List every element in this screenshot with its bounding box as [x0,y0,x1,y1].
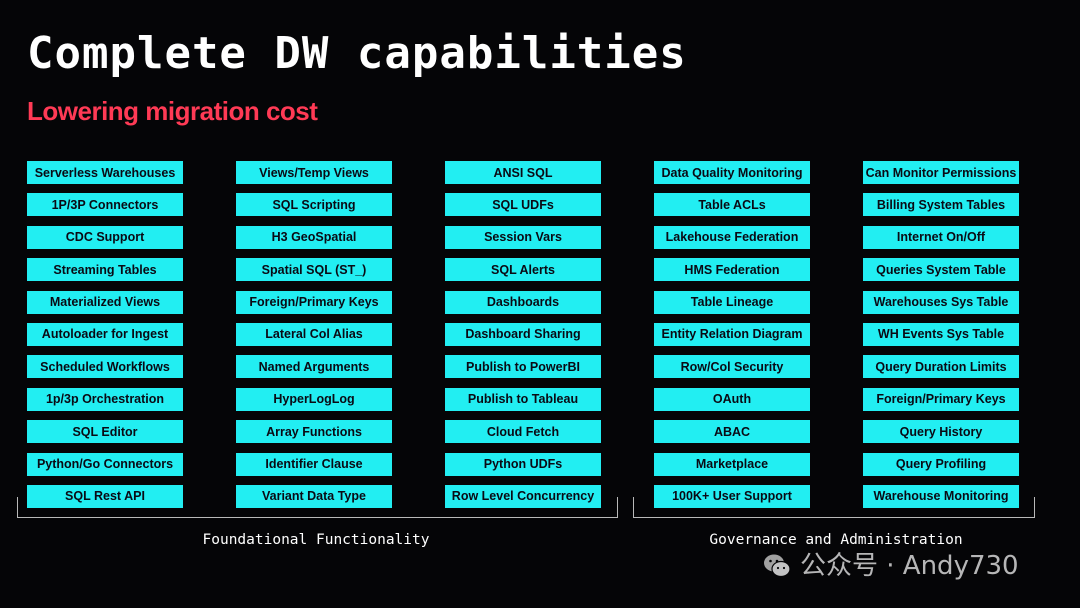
capability-cell: Materialized Views [27,290,183,314]
capability-cell: Cloud Fetch [445,420,601,444]
capability-cell: Lakehouse Federation [654,225,810,249]
capability-column-4: Data Quality Monitoring Table ACLs Lakehou… [654,161,810,517]
capability-cell: 1p/3p Orchestration [27,387,183,411]
capability-cell: Can Monitor Permissions [863,161,1019,184]
capability-cell: SQL Editor [27,420,183,444]
governance-group-label: Governance and Administration [709,532,963,548]
governance-bracket [633,497,1035,518]
capability-cell: Query History [863,420,1019,444]
capability-cell: Spatial SQL (ST_) [236,258,392,282]
capability-cell: Named Arguments [236,355,392,379]
capability-cell: Internet On/Off [863,225,1019,249]
capability-cell: Variant Data Type [236,484,392,508]
capability-cell: Foreign/Primary Keys [236,290,392,314]
capability-cell: Table Lineage [654,290,810,314]
capability-cell: 100K+ User Support [654,484,810,508]
capability-cell: Warehouses Sys Table [863,290,1019,314]
capability-cell: HMS Federation [654,258,810,282]
capability-cell: ANSI SQL [445,161,601,184]
capability-column-3: ANSI SQL SQL UDFs Session Vars SQL Alerts Da… [445,161,601,517]
capability-column-2: Views/Temp Views SQL Scripting H3 GeoSpati… [236,161,392,517]
capability-cell: Dashboards [445,290,601,314]
capability-cell: Queries System Table [863,258,1019,282]
capability-cell: Marketplace [654,452,810,476]
capability-cell: Row/Col Security [654,355,810,379]
capability-cell: SQL Alerts [445,258,601,282]
capability-cell: Array Functions [236,420,392,444]
capability-cell: Lateral Col Alias [236,322,392,346]
capability-cell: H3 GeoSpatial [236,225,392,249]
wechat-icon [764,554,791,578]
capability-cell: Serverless Warehouses [27,161,183,184]
capability-cell: Query Profiling [863,452,1019,476]
capability-cell: OAuth [654,387,810,411]
capability-cell: Views/Temp Views [236,161,392,184]
capability-cell: Entity Relation Diagram [654,322,810,346]
capability-column-1: Serverless Warehouses 1P/3P Connectors CDC… [27,161,183,517]
capability-cell: CDC Support [27,225,183,249]
capability-cell: Warehouse Monitoring [863,484,1019,508]
capability-cell: Data Quality Monitoring [654,161,810,184]
capability-cell: HyperLogLog [236,387,392,411]
capability-cell: Publish to PowerBI [445,355,601,379]
capability-cell: Python/Go Connectors [27,452,183,476]
capability-cell: SQL UDFs [445,193,601,217]
capability-cell: ABAC [654,420,810,444]
watermark: 公众号 · Andy730 [762,550,1019,582]
foundational-bracket [17,497,618,518]
capability-cell: Foreign/Primary Keys [863,387,1019,411]
foundational-group-label: Foundational Functionality [202,532,430,548]
capability-cell: SQL Rest API [27,484,183,508]
capability-cell: Billing System Tables [863,193,1019,217]
capability-cell: Dashboard Sharing [445,322,601,346]
capability-cell: Identifier Clause [236,452,392,476]
capability-cell: 1P/3P Connectors [27,193,183,217]
capability-cell: Streaming Tables [27,258,183,282]
capability-cell: Python UDFs [445,452,601,476]
capability-cell: Publish to Tableau [445,387,601,411]
capability-cell: WH Events Sys Table [863,322,1019,346]
capability-column-5: Can Monitor Permissions Billing System Ta… [863,161,1019,517]
slide-title: Complete DW capabilities [27,28,687,79]
capability-cell: Scheduled Workflows [27,355,183,379]
capability-cell: Table ACLs [654,193,810,217]
capability-cell: SQL Scripting [236,193,392,217]
slide-subtitle: Lowering migration cost [27,96,318,126]
capability-cell: Query Duration Limits [863,355,1019,379]
capability-cell: Row Level Concurrency [445,484,601,508]
watermark-text: 公众号 · Andy730 [800,551,1019,581]
capability-cell: Autoloader for Ingest [27,322,183,346]
capability-cell: Session Vars [445,225,601,249]
